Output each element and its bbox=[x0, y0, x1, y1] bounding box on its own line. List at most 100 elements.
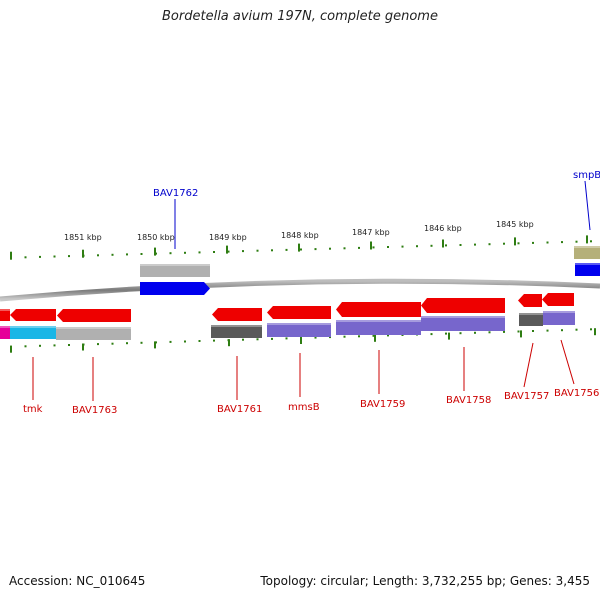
bottom-scale-minor-tick bbox=[39, 344, 41, 347]
gene-label-bottom: BAV1756 bbox=[554, 388, 599, 399]
top-scale-major-tick bbox=[82, 249, 84, 258]
bottom-scale-minor-tick bbox=[474, 331, 476, 334]
gene-feature-bav1757-dark-highlight bbox=[519, 313, 543, 315]
gene-feature-bav1762-gray bbox=[140, 264, 210, 277]
gene-label-bottom: BAV1763 bbox=[72, 405, 117, 416]
top-scale-minor-tick bbox=[401, 245, 404, 248]
gene-label-bottom: BAV1758 bbox=[446, 395, 491, 406]
bottom-scale-minor-tick bbox=[430, 333, 433, 336]
gene-feature-mmsb-purple-highlight bbox=[267, 323, 331, 325]
cds-arrow-bav1757 bbox=[518, 294, 542, 307]
bottom-scale-minor-tick bbox=[372, 334, 375, 337]
scale-label: 1850 kbp bbox=[137, 233, 175, 242]
gene-label-bottom: BAV1759 bbox=[360, 399, 405, 410]
gene-feature-tmk-cyan-highlight bbox=[10, 326, 56, 328]
bottom-scale-major-tick bbox=[594, 328, 596, 336]
bottom-scale-minor-tick bbox=[184, 340, 186, 343]
map-title: Bordetella avium 197N, complete genome bbox=[162, 9, 438, 24]
top-scale-minor-tick bbox=[97, 254, 99, 257]
top-scale-minor-tick bbox=[590, 240, 592, 243]
scale-label: 1848 kbp bbox=[281, 231, 319, 240]
top-scale-minor-tick bbox=[561, 241, 563, 244]
top-scale-minor-tick bbox=[372, 246, 375, 249]
top-scale-minor-tick bbox=[416, 245, 418, 248]
bottom-scale-major-tick bbox=[448, 332, 450, 340]
bottom-scale-minor-tick bbox=[343, 335, 346, 338]
bottom-scale-minor-tick bbox=[561, 329, 563, 332]
cds-arrow-bav1761 bbox=[212, 308, 262, 321]
bottom-scale-major-tick bbox=[300, 337, 302, 344]
cds-arrow-tmk-fragment-highlight bbox=[0, 309, 10, 311]
bottom-scale-minor-tick bbox=[256, 338, 259, 341]
top-scale-major-tick bbox=[442, 239, 444, 248]
top-scale-minor-tick bbox=[300, 248, 302, 251]
top-scale-minor-tick bbox=[198, 251, 201, 254]
bottom-scale-minor-tick bbox=[53, 344, 56, 347]
top-scale-minor-tick bbox=[430, 244, 433, 247]
gene-feature-smpb-olive bbox=[574, 246, 600, 259]
gene-feature-bav1757-dark bbox=[519, 313, 543, 326]
cds-arrow-tmk-fragment bbox=[0, 309, 10, 321]
cds-arrow-mmsb bbox=[267, 306, 331, 319]
top-scale-minor-tick bbox=[24, 256, 27, 259]
top-scale-minor-tick bbox=[39, 255, 41, 258]
bottom-scale-minor-tick bbox=[532, 330, 534, 332]
top-scale-minor-tick bbox=[256, 249, 259, 252]
top-scale-minor-tick bbox=[343, 247, 346, 250]
top-scale-major-tick bbox=[586, 235, 588, 244]
top-scale-minor-tick bbox=[140, 253, 143, 255]
bottom-scale-minor-tick bbox=[198, 340, 201, 342]
bottom-scale-minor-tick bbox=[140, 341, 143, 344]
gene-feature-smpb-olive-highlight bbox=[574, 246, 600, 248]
gene-label-bottom: BAV1757 bbox=[504, 391, 549, 402]
genome-summary: Topology: circular; Length: 3,732,255 bp… bbox=[260, 574, 590, 588]
top-scale-major-tick bbox=[370, 241, 372, 250]
cds-arrow-bav1756 bbox=[542, 293, 574, 306]
bottom-scale-minor-tick bbox=[111, 342, 114, 345]
top-scale-major-tick bbox=[226, 245, 228, 254]
gene-feature-bav1759-purple bbox=[336, 320, 421, 335]
top-scale-major-tick bbox=[10, 251, 12, 260]
scale-label: 1846 kbp bbox=[424, 224, 462, 233]
top-scale-minor-tick bbox=[474, 243, 476, 246]
scale-label: 1847 kbp bbox=[352, 228, 390, 237]
gene-feature-bav1763-gray bbox=[56, 327, 131, 340]
top-scale-minor-tick bbox=[169, 252, 172, 255]
gene-label-bottom: mmsB bbox=[288, 402, 320, 413]
bottom-scale-minor-tick bbox=[213, 339, 215, 342]
bottom-scale-minor-tick bbox=[503, 330, 505, 333]
bottom-scale-minor-tick bbox=[546, 329, 549, 332]
gene-label-leader bbox=[560, 339, 575, 385]
top-scale-minor-tick bbox=[227, 250, 230, 253]
top-scale-major-tick bbox=[154, 247, 156, 256]
top-scale-minor-tick bbox=[126, 253, 128, 256]
bottom-scale-minor-tick bbox=[242, 338, 244, 341]
gene-feature-bav1761-dark bbox=[211, 325, 262, 338]
top-scale-minor-tick bbox=[503, 242, 505, 245]
top-scale-minor-tick bbox=[575, 240, 578, 243]
bottom-scale-minor-tick bbox=[126, 342, 128, 345]
gene-feature-bav1761-dark-highlight bbox=[211, 325, 262, 327]
top-scale-minor-tick bbox=[517, 242, 520, 245]
cds-arrow-bav1759 bbox=[336, 302, 421, 317]
cds-arrow-bav1762 bbox=[140, 282, 210, 295]
bottom-scale-minor-tick bbox=[314, 336, 317, 339]
top-scale-minor-tick bbox=[213, 251, 215, 253]
scale-label: 1845 kbp bbox=[496, 220, 534, 229]
top-scale-minor-tick bbox=[68, 255, 70, 258]
gene-label-leader bbox=[523, 342, 534, 388]
top-scale-major-tick bbox=[514, 237, 516, 246]
gene-feature-magenta bbox=[0, 326, 10, 339]
bottom-scale-major-tick bbox=[154, 341, 156, 349]
bottom-scale-minor-tick bbox=[169, 340, 172, 343]
bottom-scale-minor-tick bbox=[68, 344, 70, 346]
bottom-scale-minor-tick bbox=[285, 337, 288, 340]
bottom-scale-minor-tick bbox=[445, 332, 447, 335]
top-scale-minor-tick bbox=[111, 253, 114, 256]
accession-label: Accession: NC_010645 bbox=[9, 574, 146, 588]
gene-label-bottom: BAV1761 bbox=[217, 404, 262, 415]
gene-feature-magenta-highlight bbox=[0, 326, 10, 328]
bottom-scale-minor-tick bbox=[517, 330, 520, 333]
bottom-scale-minor-tick bbox=[387, 334, 389, 337]
